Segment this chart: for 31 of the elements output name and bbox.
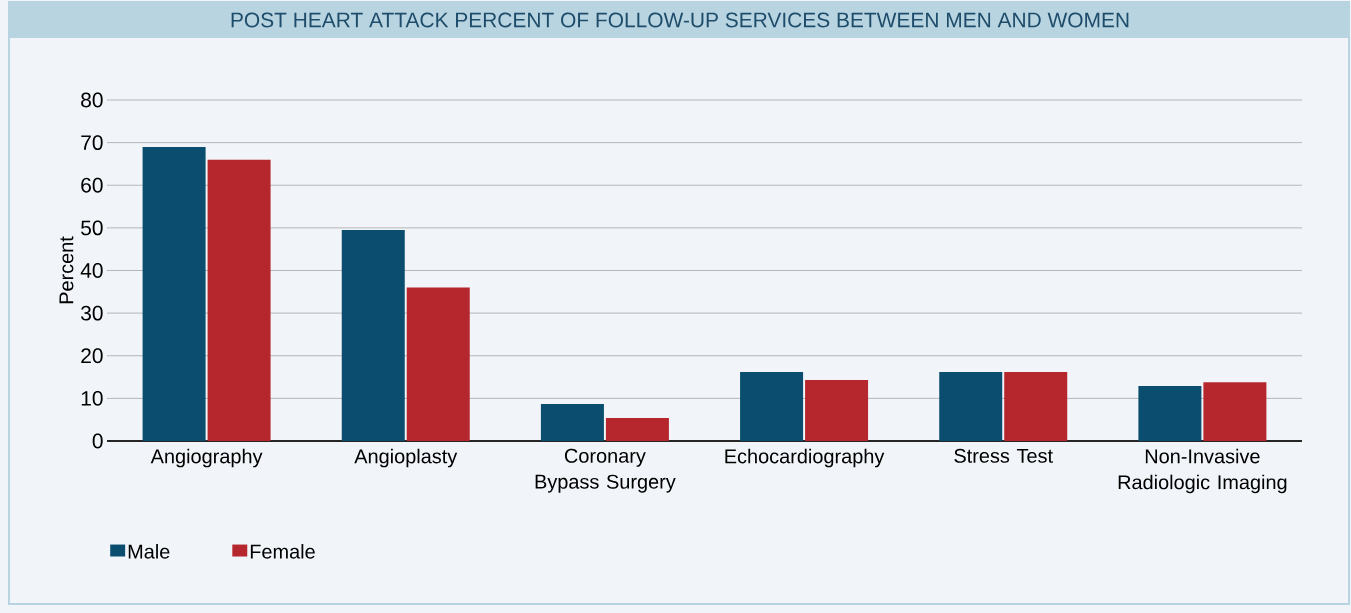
x-tick-label: Angiography <box>150 448 263 468</box>
y-tick-label: 80 <box>81 92 103 108</box>
y-tick-label: 30 <box>81 305 103 321</box>
bar <box>406 287 470 441</box>
x-tick-label: Non-Invasive Radiologic Imaging <box>1118 448 1287 494</box>
x-tick-label: Stress Test <box>954 448 1053 463</box>
y-tick-label: 50 <box>81 220 103 236</box>
x-tick-label: Coronary Bypass Surgery <box>535 448 676 493</box>
y-tick-label: 0 <box>92 433 103 449</box>
y-tick-label: 70 <box>81 135 103 151</box>
y-tick-label: 20 <box>81 348 103 364</box>
y-tick-label: 10 <box>81 390 103 406</box>
y-axis-title: Percent <box>59 236 74 304</box>
legend-label: Male <box>128 544 170 559</box>
bar <box>1004 371 1068 441</box>
x-tick-label: Echocardiography <box>725 448 885 468</box>
chart-title: POST HEART ATTACK PERCENT OF FOLLOW-UP SERVICES BETWEEN MEN AND WOMEN <box>231 12 1129 28</box>
bar <box>341 229 405 441</box>
y-tick-label: 60 <box>81 177 103 193</box>
bar <box>805 380 869 441</box>
bar <box>207 159 271 441</box>
bar <box>605 417 669 441</box>
bar <box>939 371 1003 441</box>
legend-label: Female <box>250 544 315 559</box>
y-tick-label: 40 <box>80 263 103 278</box>
bar <box>540 403 604 441</box>
bar <box>1203 382 1267 441</box>
bar <box>142 146 206 441</box>
x-tick-label: Angioplasty <box>354 448 458 468</box>
bar <box>740 371 804 441</box>
bar <box>1138 386 1202 441</box>
